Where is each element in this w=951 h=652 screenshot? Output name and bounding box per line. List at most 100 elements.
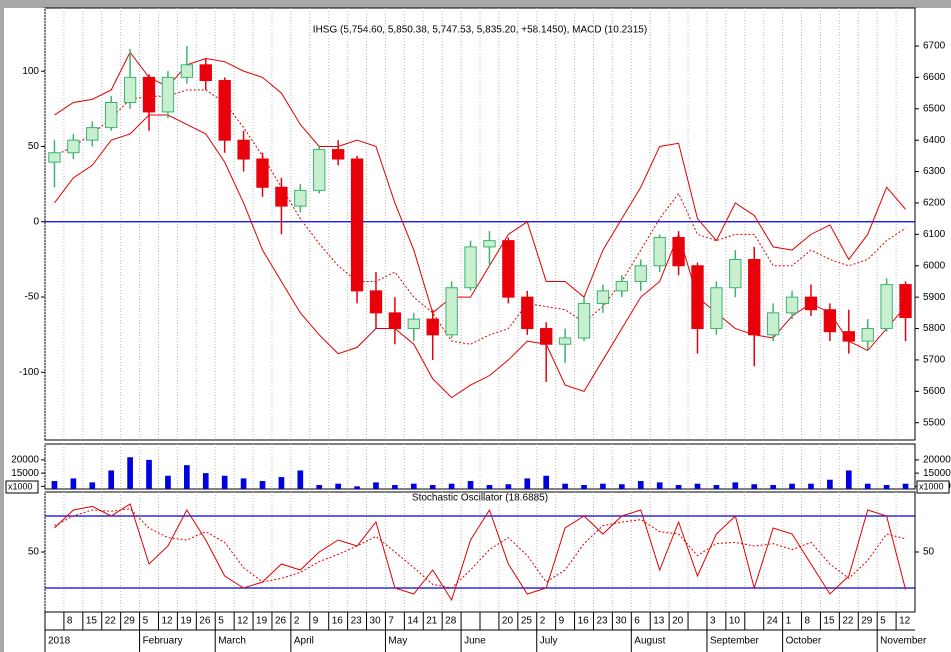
volume-bar — [524, 478, 531, 489]
volume-bar — [278, 477, 285, 489]
candle-body — [672, 237, 685, 267]
candle-body — [123, 76, 137, 103]
x-month-label: May — [388, 636, 407, 647]
x-tick-label: 8 — [67, 616, 73, 627]
volume-bar — [486, 485, 493, 489]
candle-body — [691, 265, 704, 330]
volume-bar — [259, 481, 266, 489]
y2-tick-label: 20000 — [923, 455, 951, 466]
x-tick-label: 24 — [767, 616, 779, 627]
volume-bar — [562, 483, 568, 489]
x-tick-label: 9 — [313, 616, 319, 627]
x-month-label: April — [294, 636, 314, 647]
candle-body — [521, 296, 534, 330]
y-tick-label: 0 — [33, 216, 39, 227]
bollinger-lower — [54, 114, 906, 399]
y2-tick-label: 5500 — [923, 417, 946, 428]
volume-bar — [184, 465, 190, 489]
y2-tick-label: 6100 — [923, 229, 946, 240]
candle-body — [842, 331, 855, 342]
x-tick-label: 15 — [823, 616, 835, 627]
candle-body — [596, 290, 610, 304]
x-month-label: March — [218, 636, 246, 647]
y2-tick-label: 6600 — [923, 72, 946, 83]
x-month-label: October — [786, 636, 822, 647]
volume-bar — [448, 483, 455, 489]
volume-bar — [354, 486, 360, 489]
y2-tick-label: 5900 — [923, 292, 946, 303]
volume-bar — [297, 470, 304, 489]
y2-tick-label: 5600 — [923, 386, 946, 397]
volume-bar — [789, 483, 795, 489]
y2-tick-label: 50 — [923, 547, 935, 558]
unit-box — [916, 480, 950, 494]
volume-bar — [845, 470, 852, 489]
volume-bar — [656, 482, 663, 489]
volume-bar — [392, 485, 398, 489]
stochastic-line — [54, 508, 906, 589]
candle-body — [256, 158, 269, 188]
volume-bar — [883, 485, 890, 489]
y2-tick-label: 6500 — [923, 103, 946, 114]
y2-tick-label: 15000 — [923, 468, 951, 479]
x-tick-label: 25 — [521, 616, 533, 627]
x-tick-label: 5 — [143, 616, 149, 627]
volume-bar — [864, 483, 871, 489]
candle-body — [142, 76, 156, 113]
x-tick-label: 5 — [880, 616, 886, 627]
candle-body — [161, 76, 175, 113]
candle-body — [275, 186, 288, 207]
candle-body — [880, 284, 893, 330]
candle-body — [615, 280, 629, 292]
volume-bar — [316, 485, 323, 489]
candle-body — [634, 265, 647, 282]
candle-body — [86, 127, 99, 141]
x-tick-label: 26 — [275, 616, 287, 627]
y2-tick-label: 6300 — [923, 166, 946, 177]
volume-bar — [429, 485, 436, 489]
volume-bar — [713, 485, 720, 489]
volume-bar — [89, 482, 96, 489]
x-month-label: August — [634, 636, 665, 647]
x-tick-label: 19 — [256, 616, 268, 627]
volume-bar — [165, 475, 171, 489]
y2-tick-label: 6000 — [923, 260, 946, 271]
candle-body — [180, 64, 194, 78]
x-tick-label: 30 — [370, 616, 382, 627]
bollinger-upper — [54, 51, 906, 314]
x-tick-label: 22 — [842, 616, 854, 627]
x-tick-label: 8 — [805, 616, 811, 627]
x-tick-label: 15 — [86, 616, 98, 627]
y-tick-label: 100 — [22, 66, 39, 77]
volume-bar — [335, 483, 341, 489]
x-tick-label: 16 — [332, 616, 344, 627]
volume-bar — [675, 485, 682, 489]
x-tick-label: 29 — [124, 616, 136, 627]
x-tick-label: 7 — [388, 616, 394, 627]
candle-body — [445, 287, 458, 336]
x-tick-label: 10 — [729, 616, 741, 627]
x-tick-label: 2 — [294, 616, 300, 627]
candle-body — [577, 302, 591, 339]
volume-bar — [808, 483, 814, 489]
candle-body — [426, 318, 439, 336]
volume-bar — [600, 483, 606, 489]
unit-label: x1000 — [919, 481, 944, 491]
volume-bar — [827, 479, 833, 489]
y2-tick-label: 5700 — [923, 355, 946, 366]
x-tick-label: 28 — [445, 616, 457, 627]
candle-body — [464, 246, 477, 289]
candle-body — [823, 309, 837, 333]
candle-body — [407, 318, 420, 330]
volume-bar — [70, 478, 77, 489]
x-month-label: June — [464, 636, 486, 647]
x-tick-label: 12 — [899, 616, 911, 627]
volume-bar — [581, 485, 587, 489]
candle-body — [710, 287, 723, 330]
candle-body — [804, 296, 818, 311]
y-tick-label: 50 — [28, 547, 40, 558]
candle-body — [483, 240, 496, 248]
x-month-label: 2018 — [48, 636, 71, 647]
x-tick-label: 13 — [653, 616, 665, 627]
x-tick-label: 3 — [710, 616, 716, 627]
